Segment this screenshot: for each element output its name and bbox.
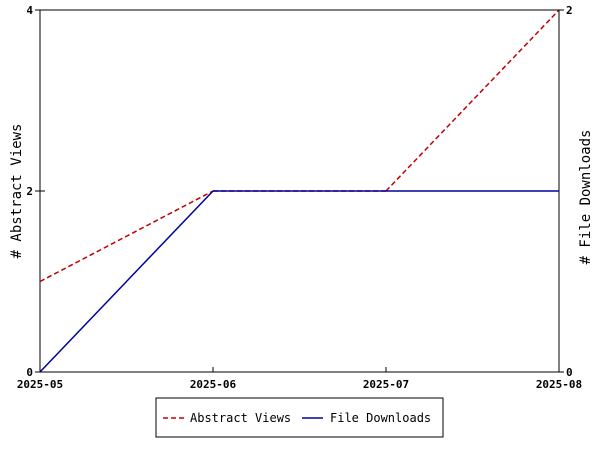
series-layer <box>39 9 560 373</box>
legend-box <box>155 397 444 438</box>
x-tick-label-2025-05: 2025-05 <box>17 378 63 391</box>
series-abstract-views-segment-0 <box>39 190 214 283</box>
series-abstract-views-segment-2 <box>385 9 560 192</box>
x-tick-label-2025-06: 2025-06 <box>190 378 237 391</box>
y-axis-left-title: # Abstract Views <box>9 124 25 259</box>
y-left-tick-label-0: 0 <box>26 366 33 379</box>
y-axis-right-title: # File Downloads <box>578 130 594 265</box>
y-right-tick-label-0: 0 <box>566 366 573 379</box>
legend-label-abstract-views: Abstract Views <box>190 411 291 425</box>
x-tick-label-2025-08: 2025-08 <box>536 378 582 391</box>
legend: Abstract Views File Downloads <box>155 397 444 438</box>
legend-label-file-downloads: File Downloads <box>330 411 431 425</box>
y-left-tick-label-2: 2 <box>26 185 33 198</box>
x-tick-label-2025-07: 2025-07 <box>363 378 409 391</box>
series-file-downloads-segment-0 <box>39 190 214 373</box>
y-right-tick-label-2: 2 <box>566 4 573 17</box>
y-left-tick-label-4: 4 <box>26 4 33 17</box>
